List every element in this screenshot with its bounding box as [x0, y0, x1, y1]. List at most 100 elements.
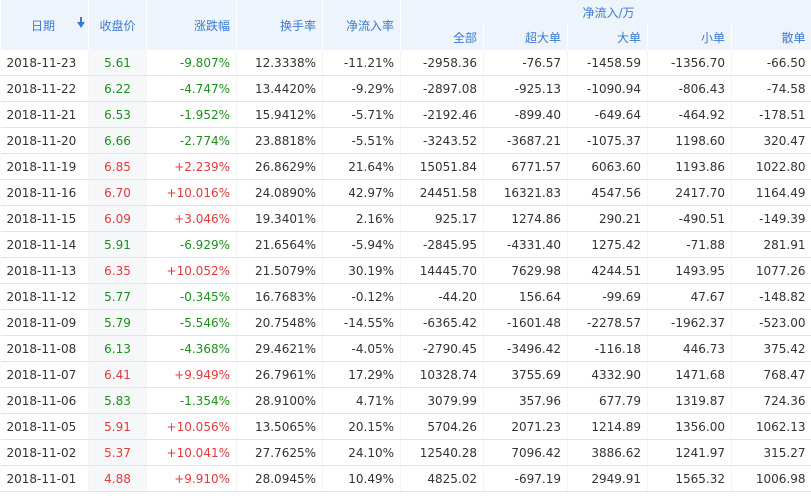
cell-change: +10.052%	[146, 257, 237, 284]
cell-net-inflow-rate: 24.10%	[322, 439, 401, 466]
cell-close: 5.77	[88, 283, 147, 310]
cell-net-inflow-super-large: 156.64	[483, 283, 568, 310]
cell-net-inflow-super-large: 7096.42	[483, 439, 568, 466]
cell-change: +9.949%	[146, 361, 237, 388]
cell-change: -4.747%	[146, 75, 237, 102]
cell-change: +9.910%	[146, 465, 237, 492]
column-header-small[interactable]: 小单	[647, 25, 732, 50]
column-header-super-large[interactable]: 超大单	[483, 25, 568, 50]
cell-net-inflow-small: -1962.37	[647, 309, 732, 336]
table-row[interactable]: 2018-11-01 4.88 +9.910% 28.0945% 10.49% 4825.…	[0, 465, 811, 492]
cell-close: 5.37	[88, 439, 147, 466]
table-row[interactable]: 2018-11-08 6.13 -4.368% 29.4621% -4.05% -2790…	[0, 335, 811, 362]
table-row[interactable]: 2018-11-13 6.35 +10.052% 21.5079% 30.19% 1444…	[0, 257, 811, 284]
table-row[interactable]: 2018-11-15 6.09 +3.046% 19.3401% 2.16% 925.17…	[0, 205, 811, 232]
cell-net-inflow-retail: 768.47	[731, 361, 811, 388]
table-row[interactable]: 2018-11-09 5.79 -5.546% 20.7548% -14.55% -636…	[0, 309, 811, 336]
cell-change: -4.368%	[146, 335, 237, 362]
cell-change: +10.056%	[146, 413, 237, 440]
cell-close: 6.85	[88, 153, 147, 180]
cell-date: 2018-11-12	[0, 283, 89, 310]
cell-net-inflow-retail: 1062.13	[731, 413, 811, 440]
cell-net-inflow-small: 446.73	[647, 335, 732, 362]
cell-net-inflow-rate: 30.19%	[322, 257, 401, 284]
cell-net-inflow-large: -1075.37	[567, 127, 648, 154]
cell-net-inflow-super-large: 6771.57	[483, 153, 568, 180]
table-body: 2018-11-23 5.61 -9.807% 12.3338% -11.21% -295…	[0, 50, 811, 492]
table-row[interactable]: 2018-11-19 6.85 +2.239% 26.8629% 21.64% 15051…	[0, 153, 811, 180]
cell-date: 2018-11-20	[0, 127, 89, 154]
table-row[interactable]: 2018-11-21 6.53 -1.952% 15.9412% -5.71% -2192…	[0, 101, 811, 128]
cell-net-inflow-all: 4825.02	[400, 465, 484, 492]
cell-net-inflow-retail: -178.51	[731, 101, 811, 128]
table-row[interactable]: 2018-11-12 5.77 -0.345% 16.7683% -0.12% -44.2…	[0, 283, 811, 310]
cell-net-inflow-rate: -4.05%	[322, 335, 401, 362]
column-header-close[interactable]: 收盘价	[88, 0, 147, 50]
cell-date: 2018-11-06	[0, 387, 89, 414]
cell-net-inflow-all: -2897.08	[400, 75, 484, 102]
cell-net-inflow-super-large: -697.19	[483, 465, 568, 492]
column-header-net-inflow-rate[interactable]: 净流入率	[322, 0, 401, 50]
cell-net-inflow-small: 1356.00	[647, 413, 732, 440]
sort-down-arrow-icon[interactable]	[76, 17, 85, 28]
column-header-change[interactable]: 涨跌幅	[146, 0, 237, 50]
cell-net-inflow-small: 1198.60	[647, 127, 732, 154]
cell-net-inflow-all: 3079.99	[400, 387, 484, 414]
table-row[interactable]: 2018-11-20 6.66 -2.774% 23.8818% -5.51% -3243…	[0, 127, 811, 154]
table-row[interactable]: 2018-11-16 6.70 +10.016% 24.0890% 42.97% 2445…	[0, 179, 811, 206]
cell-net-inflow-large: -2278.57	[567, 309, 648, 336]
cell-net-inflow-small: 47.67	[647, 283, 732, 310]
cell-net-inflow-super-large: 16321.83	[483, 179, 568, 206]
cell-date: 2018-11-05	[0, 413, 89, 440]
table-row[interactable]: 2018-11-07 6.41 +9.949% 26.7961% 17.29% 10328…	[0, 361, 811, 388]
cell-turnover: 23.8818%	[236, 127, 323, 154]
table-row[interactable]: 2018-11-14 5.91 -6.929% 21.6564% -5.94% -2845…	[0, 231, 811, 258]
column-header-large[interactable]: 大单	[567, 25, 648, 50]
cell-change: -0.345%	[146, 283, 237, 310]
cell-net-inflow-large: 290.21	[567, 205, 648, 232]
cell-net-inflow-rate: -5.94%	[322, 231, 401, 258]
cell-change: +10.016%	[146, 179, 237, 206]
cell-net-inflow-retail: 281.91	[731, 231, 811, 258]
cell-net-inflow-large: 1214.89	[567, 413, 648, 440]
table-row[interactable]: 2018-11-02 5.37 +10.041% 27.7625% 24.10% 1254…	[0, 439, 811, 466]
table-row[interactable]: 2018-11-05 5.91 +10.056% 13.5065% 20.15% 5704…	[0, 413, 811, 440]
cell-net-inflow-retail: 1022.80	[731, 153, 811, 180]
cell-net-inflow-large: 4332.90	[567, 361, 648, 388]
column-header-date[interactable]: 日期	[0, 0, 89, 50]
column-header-turnover[interactable]: 换手率	[236, 0, 323, 50]
cell-close: 6.53	[88, 101, 147, 128]
cell-net-inflow-retail: 724.36	[731, 387, 811, 414]
column-header-retail[interactable]: 散单	[731, 25, 811, 50]
cell-net-inflow-retail: -74.58	[731, 75, 811, 102]
cell-date: 2018-11-16	[0, 179, 89, 206]
table-row[interactable]: 2018-11-22 6.22 -4.747% 13.4420% -9.29% -2897…	[0, 75, 811, 102]
cell-change: -1.354%	[146, 387, 237, 414]
cell-net-inflow-large: 4244.51	[567, 257, 648, 284]
cell-net-inflow-all: -2192.46	[400, 101, 484, 128]
cell-net-inflow-super-large: -76.57	[483, 50, 568, 76]
cell-net-inflow-retail: 1006.98	[731, 465, 811, 492]
table-row[interactable]: 2018-11-06 5.83 -1.354% 28.9100% 4.71% 3079.9…	[0, 387, 811, 414]
cell-net-inflow-all: 14445.70	[400, 257, 484, 284]
cell-net-inflow-large: -649.64	[567, 101, 648, 128]
cell-close: 5.91	[88, 413, 147, 440]
cell-turnover: 27.7625%	[236, 439, 323, 466]
cell-date: 2018-11-22	[0, 75, 89, 102]
cell-net-inflow-super-large: -3687.21	[483, 127, 568, 154]
cell-net-inflow-large: 3886.62	[567, 439, 648, 466]
cell-net-inflow-retail: -523.00	[731, 309, 811, 336]
cell-turnover: 15.9412%	[236, 101, 323, 128]
cell-net-inflow-all: -2845.95	[400, 231, 484, 258]
column-header-all[interactable]: 全部	[400, 25, 484, 50]
cell-net-inflow-small: 1319.87	[647, 387, 732, 414]
cell-date: 2018-11-13	[0, 257, 89, 284]
cell-net-inflow-rate: 4.71%	[322, 387, 401, 414]
cell-close: 5.79	[88, 309, 147, 336]
cell-net-inflow-large: 6063.60	[567, 153, 648, 180]
cell-net-inflow-rate: 42.97%	[322, 179, 401, 206]
cell-date: 2018-11-14	[0, 231, 89, 258]
table-row[interactable]: 2018-11-23 5.61 -9.807% 12.3338% -11.21% -295…	[0, 50, 811, 76]
cell-turnover: 28.9100%	[236, 387, 323, 414]
cell-net-inflow-small: 1565.32	[647, 465, 732, 492]
